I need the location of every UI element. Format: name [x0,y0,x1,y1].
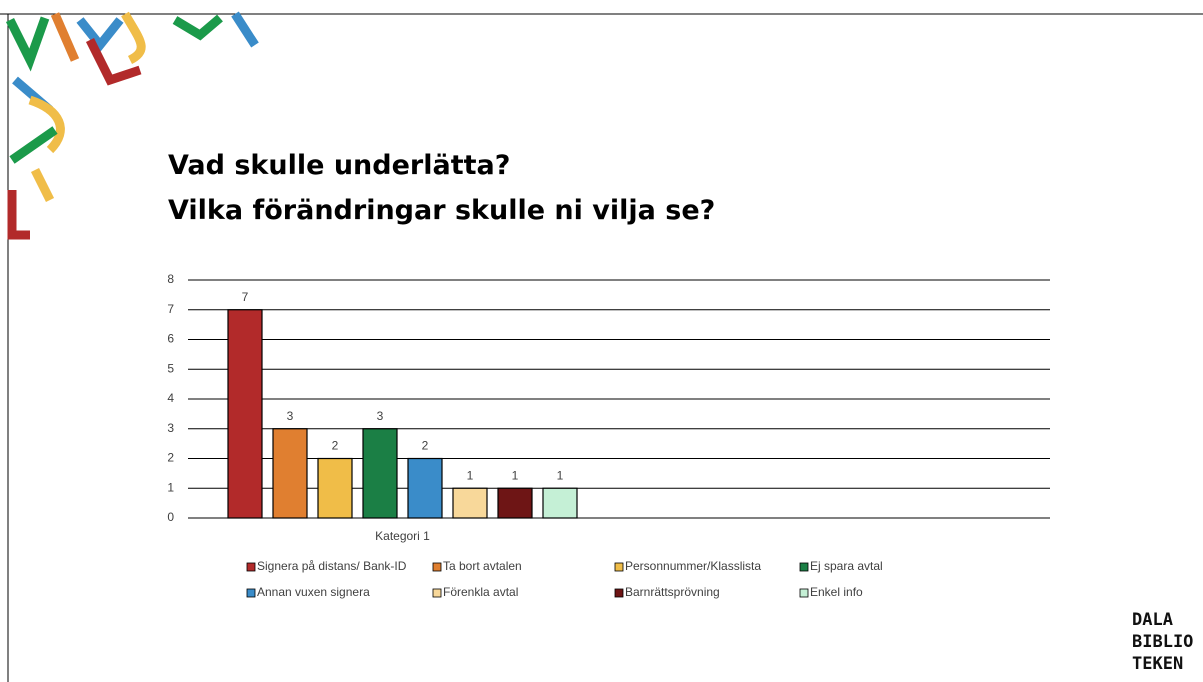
bar [497,487,533,519]
data-label: 2 [422,439,429,453]
legend-label: Ta bort avtalen [443,559,522,573]
legend-swatch [246,588,256,598]
slide-title: Vad skulle underlätta? [168,150,510,181]
logo: DALA BIBLIO TEKEN [1130,610,1195,678]
legend-swatch [432,588,442,598]
slide-title: Vilka förändringar skulle ni vilja se? [168,195,715,226]
bar [452,487,488,519]
data-label: 1 [512,468,519,482]
y-tick-label: 7 [167,302,174,316]
legend-label: Annan vuxen signera [257,585,370,599]
legend-swatch [432,562,442,572]
data-label: 3 [287,409,294,423]
y-tick-label: 6 [167,332,174,346]
legend-label: Signera på distans/ Bank-ID [257,559,407,573]
data-label: 2 [332,439,339,453]
y-tick-label: 4 [167,391,174,405]
bar [542,487,578,519]
bar [362,428,398,519]
legend-label: Barnrättsprövning [625,585,720,599]
logo-text: BIBLIO [1132,632,1193,652]
legend-label: Enkel info [810,585,863,599]
legend-swatch [799,562,809,572]
data-label: 3 [377,409,384,423]
legend-label: Personnummer/Klasslista [625,559,761,573]
data-label: 1 [557,468,564,482]
legend-swatch [614,588,624,598]
data-label: 7 [242,290,249,304]
legend-swatch [246,562,256,572]
legend-label: Ej spara avtal [810,559,883,573]
bar [227,309,263,519]
y-tick-label: 2 [167,451,174,465]
bar [317,457,353,519]
bar [272,428,308,519]
decoration [5,11,259,240]
legend-swatch [614,562,624,572]
bar [407,457,443,519]
y-tick-label: 0 [167,510,174,524]
x-tick-label: Kategori 1 [375,529,430,543]
logo-text: TEKEN [1132,654,1183,674]
y-tick-label: 1 [167,480,174,494]
legend-swatch [799,588,809,598]
legend-label: Förenkla avtal [443,585,518,599]
y-tick-label: 5 [167,361,174,375]
data-label: 1 [467,468,474,482]
y-tick-label: 8 [167,272,174,286]
logo-text: DALA [1132,610,1173,630]
y-tick-label: 3 [167,421,174,435]
